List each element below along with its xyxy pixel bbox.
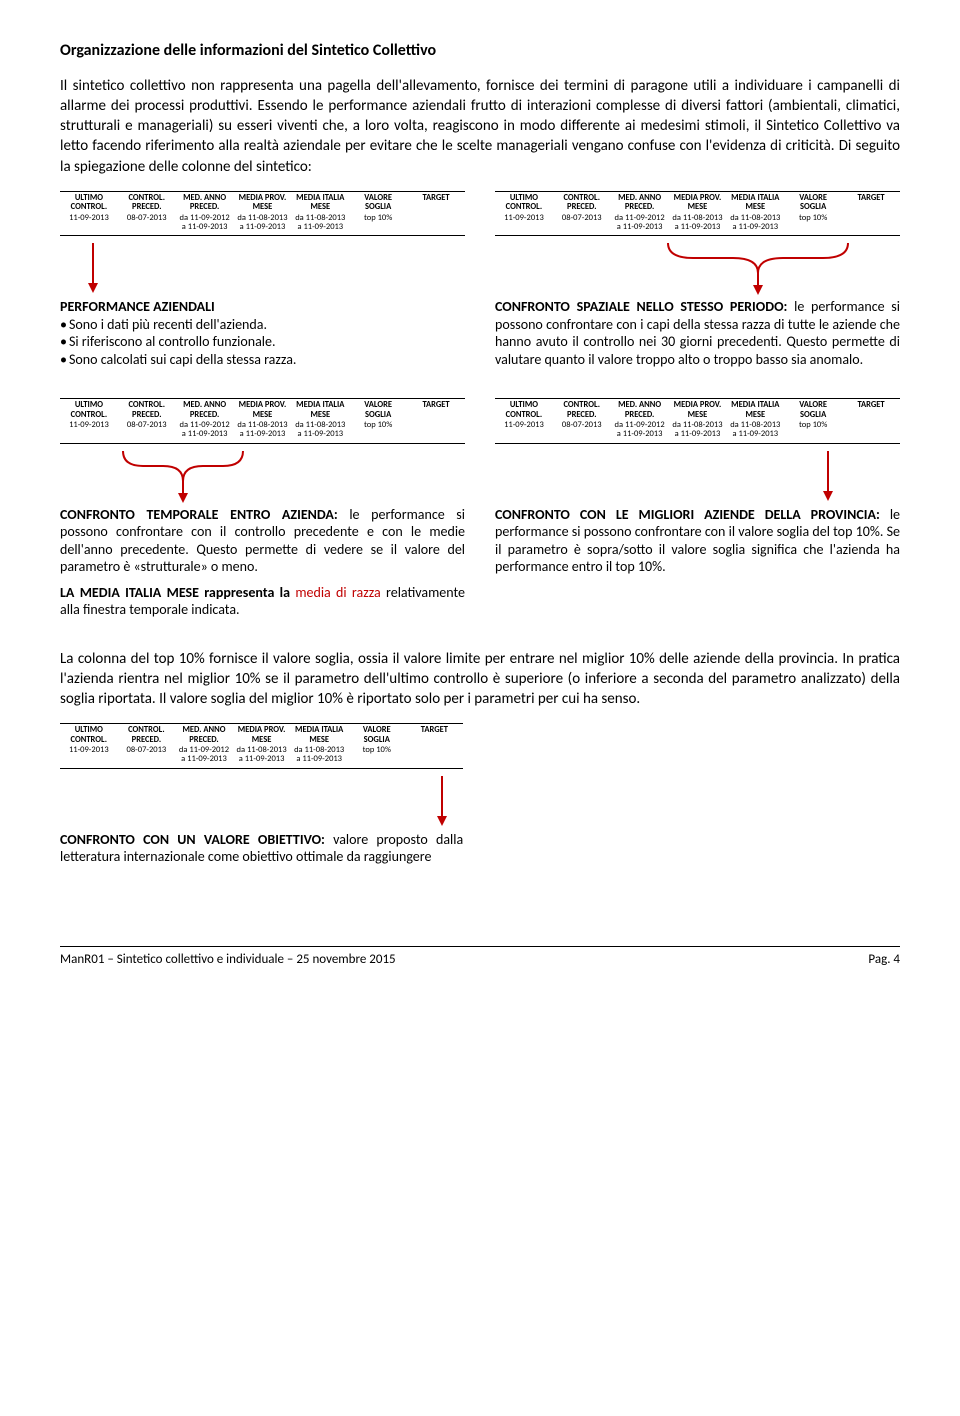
page-heading: Organizzazione delle informazioni del Si… [60,40,900,62]
table-header-single: ULTIMO CONTROL.CONTROL. PRECED.MED. ANNO… [60,723,463,768]
block1-right-desc: CONFRONTO SPAZIALE NELLO STESSO PERIODO:… [495,298,900,368]
mid-paragraph: La colonna del top 10% fornisce il valor… [60,649,900,710]
block2-left-desc: CONFRONTO TEMPORALE ENTRO AZIENDA: le pe… [60,506,465,619]
brace-indicator-2 [60,446,465,506]
intro-paragraph: Il sintetico collettivo non rappresenta … [60,76,900,177]
table-header-right-1: ULTIMO CONTROL.CONTROL. PRECED.MED. ANNO… [495,191,900,236]
block3-desc: CONFRONTO CON UN VALORE OBIETTIVO: valor… [60,831,463,866]
table-header-right-2: ULTIMO CONTROL.CONTROL. PRECED.MED. ANNO… [495,398,900,443]
block2: ULTIMO CONTROL.CONTROL. PRECED.MED. ANNO… [60,398,900,618]
table-header-left-2: ULTIMO CONTROL.CONTROL. PRECED.MED. ANNO… [60,398,465,443]
footer-left: ManR01 – Sintetico collettivo e individu… [60,951,396,969]
table-header-left-1: ULTIMO CONTROL.CONTROL. PRECED.MED. ANNO… [60,191,465,236]
arrow-indicator-1 [60,238,465,298]
arrow-indicator-2 [495,446,900,506]
block1-left-desc: PERFORMANCE AZIENDALI Sono i dati più re… [60,298,465,368]
block3: ULTIMO CONTROL.CONTROL. PRECED.MED. ANNO… [60,723,463,865]
page-footer: ManR01 – Sintetico collettivo e individu… [60,946,900,969]
block1: ULTIMO CONTROL.CONTROL. PRECED.MED. ANNO… [60,191,900,368]
brace-indicator-1 [495,238,900,298]
footer-right: Pag. 4 [868,951,900,969]
arrow-indicator-3 [60,771,463,831]
block2-right-desc: CONFRONTO CON LE MIGLIORI AZIENDE DELLA … [495,506,900,576]
